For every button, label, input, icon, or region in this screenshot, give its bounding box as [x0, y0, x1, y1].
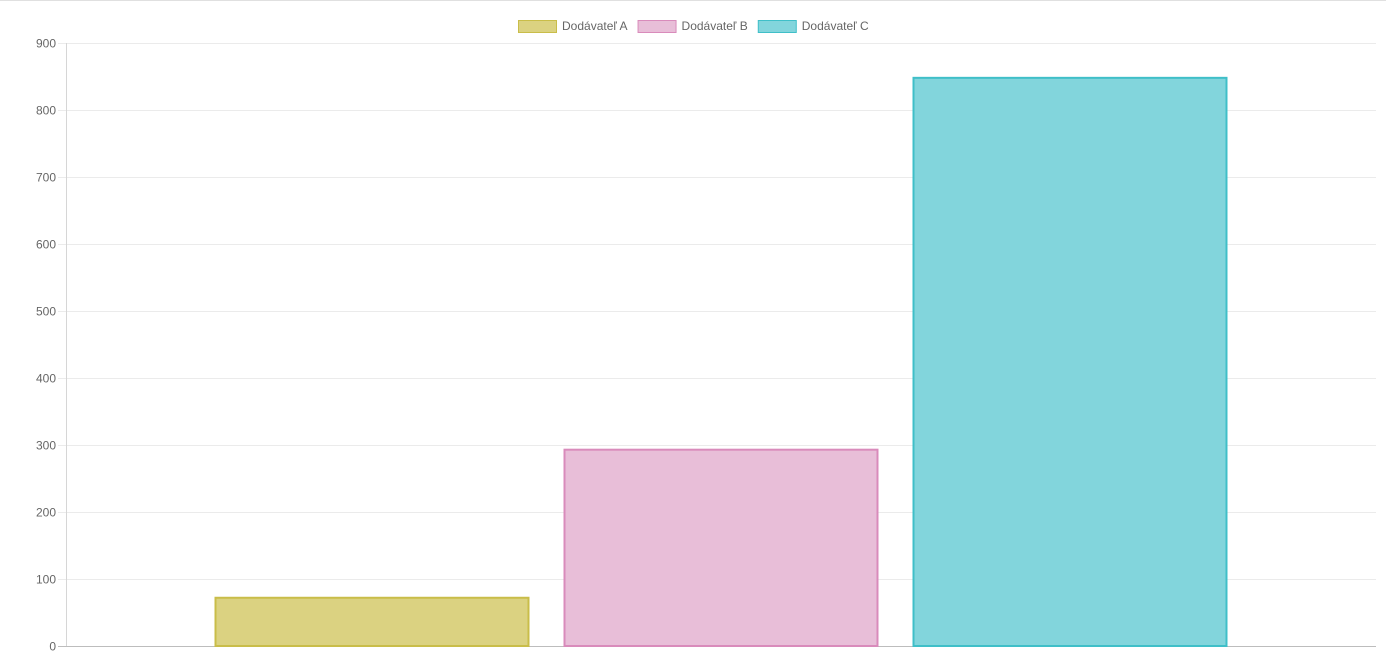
legend-label: Dodávateľ C [802, 19, 869, 33]
y-tick-label: 0 [49, 640, 56, 654]
y-tick-label: 400 [36, 372, 56, 386]
bar-c[interactable] [912, 76, 1228, 647]
legend-swatch[interactable] [757, 20, 797, 33]
legend-swatch[interactable] [518, 20, 557, 33]
legend-label: Dodávateľ A [562, 19, 628, 33]
legend[interactable]: Dodávateľ A Dodávateľ B Dodávateľ C [518, 19, 869, 33]
bars [214, 76, 1228, 648]
legend-swatch[interactable] [637, 20, 677, 33]
y-tick-label: 300 [36, 439, 56, 453]
y-tick-label: 600 [36, 238, 56, 252]
bar-b[interactable] [563, 448, 879, 647]
y-tick-label: 900 [36, 37, 56, 51]
y-tick-label: 100 [36, 573, 56, 587]
y-axis: 0 100 200 300 400 500 600 700 800 900 [36, 37, 67, 654]
legend-label: Dodávateľ B [682, 19, 748, 33]
y-tick-label: 800 [36, 104, 56, 118]
y-tick-label: 500 [36, 305, 56, 319]
y-tick-label: 200 [36, 506, 56, 520]
y-tick-label: 700 [36, 171, 56, 185]
bar-a[interactable] [214, 596, 530, 648]
